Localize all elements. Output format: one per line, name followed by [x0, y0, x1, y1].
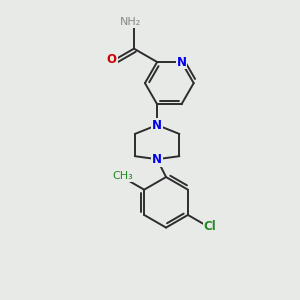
Text: NH₂: NH₂: [120, 17, 142, 27]
Text: Cl: Cl: [204, 220, 217, 232]
Text: O: O: [107, 53, 117, 66]
Text: N: N: [176, 56, 187, 68]
Text: N: N: [152, 118, 162, 131]
Text: N: N: [152, 153, 162, 166]
Text: CH₃: CH₃: [113, 171, 134, 181]
